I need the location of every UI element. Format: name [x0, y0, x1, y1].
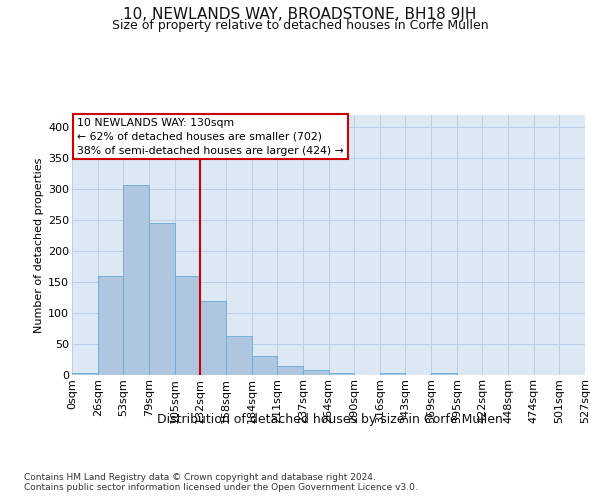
Bar [149, 222, 175, 375]
Bar [431, 372, 457, 375]
Bar [175, 276, 200, 375]
Bar [277, 366, 303, 375]
Text: Contains public sector information licensed under the Open Government Licence v3: Contains public sector information licen… [24, 482, 418, 492]
Bar [124, 185, 149, 375]
Bar [98, 276, 124, 375]
Bar [303, 370, 329, 375]
Bar [380, 372, 406, 375]
Bar [72, 373, 98, 375]
Text: Size of property relative to detached houses in Corfe Mullen: Size of property relative to detached ho… [112, 19, 488, 32]
Y-axis label: Number of detached properties: Number of detached properties [34, 158, 44, 332]
Text: 10 NEWLANDS WAY: 130sqm
← 62% of detached houses are smaller (702)
38% of semi-d: 10 NEWLANDS WAY: 130sqm ← 62% of detache… [77, 118, 344, 156]
Bar [329, 373, 354, 375]
Text: 10, NEWLANDS WAY, BROADSTONE, BH18 9JH: 10, NEWLANDS WAY, BROADSTONE, BH18 9JH [124, 8, 476, 22]
Bar [200, 300, 226, 375]
Text: Distribution of detached houses by size in Corfe Mullen: Distribution of detached houses by size … [157, 412, 503, 426]
Bar [226, 336, 251, 375]
Text: Contains HM Land Registry data © Crown copyright and database right 2024.: Contains HM Land Registry data © Crown c… [24, 472, 376, 482]
Bar [251, 356, 277, 375]
